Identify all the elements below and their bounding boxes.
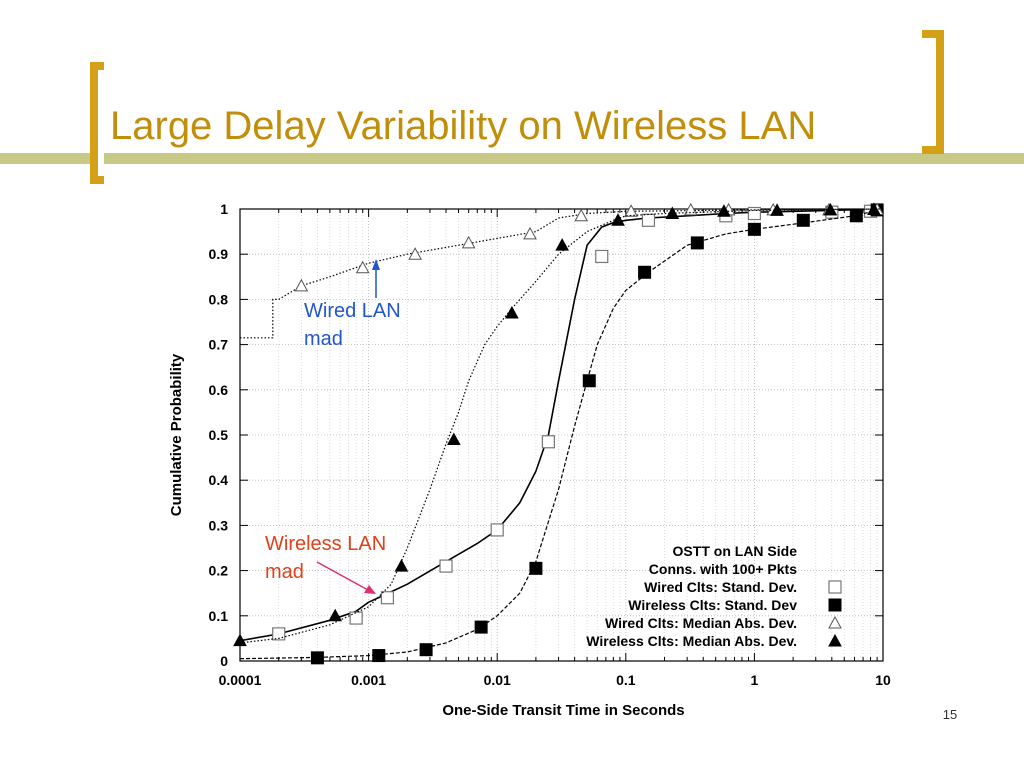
- wired-mad-marker: [624, 204, 638, 217]
- wireless-mad-marker: [505, 305, 519, 319]
- wired-std-dev-line: [239, 208, 884, 642]
- wired-annotation-arrowhead: [372, 259, 380, 270]
- wireless-std-dev-marker: [638, 265, 652, 279]
- legend-entry-label: Wired Clts: Stand. Dev.: [644, 579, 797, 595]
- wired-std-dev-marker: [641, 213, 656, 227]
- y-tick-label: 0.8: [209, 291, 229, 307]
- y-tick-label: 0.4: [209, 472, 229, 488]
- wired-std-dev-marker: [272, 627, 286, 641]
- y-axis-label: Cumulative Probability: [168, 353, 185, 516]
- wired-mad-marker: [574, 208, 589, 222]
- title-right-bracket: [922, 30, 944, 154]
- wired-mad-marker: [355, 260, 370, 274]
- wireless-std-dev-marker: [849, 209, 863, 223]
- wired-std-dev-marker: [490, 523, 504, 537]
- legend-entry-label: Wireless Clts: Stand. Dev: [628, 597, 797, 613]
- wired-std-dev-marker: [439, 559, 453, 573]
- wireless-annotation-arrowhead: [364, 585, 376, 594]
- wireless-std-dev-marker: [372, 649, 386, 663]
- wireless-std-dev-marker: [474, 620, 488, 634]
- wired-mad-line: [240, 208, 884, 339]
- wireless-mad-marker: [555, 238, 570, 251]
- wireless-std-dev-marker: [690, 236, 704, 250]
- y-tick-label: 0.5: [209, 427, 229, 443]
- wireless-annotation-arrow: [316, 561, 369, 591]
- wireless-mad-marker: [867, 202, 881, 215]
- y-tick-label: 0.7: [209, 337, 229, 353]
- wired-std-dev-marker: [541, 435, 555, 449]
- legend-entry-marker: [828, 615, 842, 629]
- tick-labels: 0 0.1 0.2 0.3 0.4 0.5 0.6 0.7 0.8 0.9 1 0.0001 0.001…: [168, 201, 891, 719]
- wireless-std-dev-marker: [747, 222, 761, 236]
- title-accent-band: [0, 153, 1024, 164]
- x-tick-label: 0.0001: [219, 672, 262, 688]
- y-tick-label: 0: [220, 653, 228, 669]
- wireless-mad-marker: [394, 559, 409, 572]
- y-tick-label: 0.6: [209, 382, 229, 398]
- wireless-std-dev-marker: [419, 643, 433, 657]
- title-left-bracket: [90, 62, 104, 184]
- wireless-mad-marker: [446, 432, 461, 446]
- legend-entry-marker: [828, 580, 842, 594]
- slide-title: Large Delay Variability on Wireless LAN: [110, 104, 817, 148]
- y-tick-label: 0.2: [209, 563, 229, 579]
- y-tick-label: 1: [220, 201, 228, 217]
- legend-entry-label: Wireless Clts: Median Abs. Dev.: [586, 633, 797, 649]
- legend-entry-label: Wired Clts: Median Abs. Dev.: [605, 615, 797, 631]
- plot-frame: [239, 208, 884, 662]
- legend-entry-marker: [828, 633, 842, 647]
- y-tick-label: 0.9: [209, 246, 229, 262]
- wireless-mad-marker: [770, 203, 784, 216]
- wired-mad-marker: [523, 226, 537, 240]
- legend-entry-marker: [828, 598, 842, 612]
- page-number: 15: [942, 707, 958, 722]
- x-axis-label: One-Side Transit Time in Seconds: [442, 702, 684, 719]
- legend: OSTT on LAN Side Conns. with 100+ Pkts Wir…: [586, 543, 842, 649]
- wireless-mad-line: [239, 208, 884, 644]
- wireless-std-dev-marker: [529, 561, 543, 575]
- x-tick-label: 10: [875, 672, 891, 688]
- wired-lan-mad-annotation: Wired LAN mad: [304, 300, 401, 350]
- x-tick-label: 1: [751, 672, 759, 688]
- wireless-std-dev-marker: [796, 213, 810, 227]
- legend-title-line: OSTT on LAN Side: [673, 543, 798, 559]
- wireless-lan-mad-annotation: Wireless LAN mad: [265, 533, 387, 583]
- wireless-mad-marker: [233, 633, 247, 647]
- wireless-mad-marker: [717, 204, 731, 217]
- wireless-mad-marker: [823, 202, 838, 216]
- x-tick-label: 0.01: [484, 672, 511, 688]
- wired-mad-marker: [461, 235, 476, 249]
- wireless-std-dev-marker: [310, 651, 324, 665]
- wired-std-dev-marker: [380, 591, 394, 605]
- series-layer: [233, 202, 884, 665]
- wired-mad-marker: [294, 278, 309, 292]
- legend-title-line: Conns. with 100+ Pkts: [649, 561, 797, 577]
- wired-std-dev-marker: [349, 611, 363, 625]
- wired-mad-marker: [408, 247, 422, 260]
- x-tick-label: 0.1: [616, 672, 636, 688]
- x-tick-label: 0.001: [351, 672, 386, 688]
- y-tick-label: 0.1: [209, 608, 229, 624]
- wireless-mad-marker: [328, 608, 343, 622]
- y-tick-label: 0.3: [209, 517, 229, 533]
- wireless-mad-marker: [665, 206, 680, 220]
- wireless-std-dev-marker: [582, 374, 596, 388]
- wireless-mad-marker: [611, 213, 625, 226]
- wired-std-dev-marker: [595, 249, 609, 264]
